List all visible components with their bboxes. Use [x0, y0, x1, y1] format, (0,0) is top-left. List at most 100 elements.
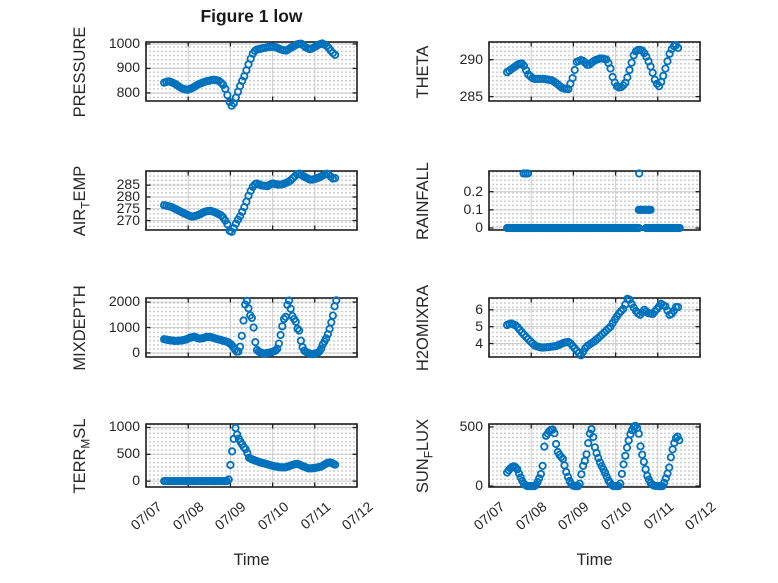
data-point [535, 474, 544, 483]
data-point [233, 430, 242, 439]
y-tick-label: 800 [116, 83, 140, 100]
data-point [331, 174, 340, 183]
plot-area-terr-msl [145, 423, 358, 488]
y-tick-label: 285 [116, 176, 140, 193]
y-tick-label: 0 [132, 343, 140, 360]
plot-area-pressure [145, 39, 358, 110]
data-point [324, 170, 333, 179]
y-tick-label: 0 [475, 477, 483, 494]
scatter-series-theta [502, 41, 683, 94]
data-point [601, 468, 610, 477]
subplot-theta [480, 33, 709, 110]
y-tick-label: 290 [459, 50, 483, 67]
plot-area-mixdepth [145, 296, 358, 359]
data-point [617, 306, 626, 316]
data-point [641, 465, 650, 474]
y-tick-label: 270 [116, 211, 140, 228]
data-point [514, 469, 524, 478]
y-tick-label: 0.1 [463, 200, 483, 217]
data-point [619, 460, 628, 469]
data-point [538, 461, 547, 471]
data-point [332, 296, 341, 305]
data-point [249, 323, 258, 332]
data-point [674, 43, 683, 52]
plot-area-air-temp [145, 169, 358, 236]
y-tick-label: 500 [116, 445, 140, 462]
data-point [636, 442, 645, 451]
data-point [521, 66, 531, 75]
data-point [582, 450, 591, 459]
data-point [274, 339, 283, 348]
data-point [328, 311, 337, 320]
data-point [659, 71, 668, 81]
data-point [236, 211, 245, 221]
plot-area-rainfall [488, 169, 701, 233]
y-tick-label: 1000 [108, 318, 140, 335]
data-point [223, 220, 232, 229]
data-point [239, 443, 249, 452]
data-point [228, 447, 237, 456]
data-point [661, 474, 670, 483]
data-point [643, 471, 652, 480]
data-point [638, 450, 647, 459]
data-point [661, 302, 670, 311]
subplot-h2omixra [480, 289, 709, 366]
subplot-mixdepth [137, 289, 366, 366]
scatter-series-rainfall [502, 169, 684, 233]
data-point [627, 58, 636, 67]
y-tick-label: 0 [475, 219, 483, 235]
data-point [523, 169, 532, 178]
subplot-air-temp [137, 162, 366, 239]
data-point [243, 448, 252, 458]
y-axis-label-terr-msl: TERRMSL [71, 418, 93, 494]
data-point [634, 429, 643, 438]
y-tick-label: 0.2 [463, 182, 483, 199]
data-point [278, 322, 287, 331]
data-point [550, 429, 559, 438]
data-point [251, 337, 260, 347]
data-point [621, 451, 630, 460]
data-point [584, 438, 593, 448]
data-point [247, 313, 257, 323]
data-point [293, 324, 302, 333]
y-tick-label: 275 [116, 199, 140, 216]
data-point [648, 68, 657, 77]
data-point [666, 453, 675, 462]
data-point [241, 444, 250, 454]
data-point [291, 317, 300, 326]
data-point [271, 346, 280, 355]
scatter-series-terr-msl [159, 423, 340, 486]
data-point [519, 61, 529, 71]
data-point [536, 469, 546, 479]
data-point [244, 304, 253, 313]
data-point [285, 296, 294, 305]
data-point [574, 349, 584, 358]
data-point [577, 470, 586, 479]
data-point [552, 439, 561, 449]
y-tick-label: 6 [475, 300, 483, 317]
y-tick-label: 1000 [108, 418, 140, 435]
data-point [617, 469, 626, 479]
x-axis-label-left: Time [233, 551, 270, 569]
data-point [331, 50, 340, 59]
data-point [231, 219, 241, 228]
data-point [540, 442, 549, 451]
data-point [295, 326, 304, 335]
data-point [322, 334, 331, 343]
data-point [562, 467, 571, 477]
y-tick-label: 5 [475, 317, 483, 334]
data-point [616, 479, 625, 488]
scatter-series-air-temp [159, 169, 340, 236]
data-point [239, 316, 248, 325]
plot-area-sun-flux [488, 421, 701, 491]
y-tick-label: 500 [459, 417, 483, 434]
data-point [560, 461, 569, 470]
data-point [622, 443, 632, 452]
y-tick-label: 2000 [108, 293, 140, 310]
minor-grid-dots [489, 171, 700, 230]
data-point [606, 64, 615, 73]
data-point [626, 430, 635, 439]
data-point [594, 453, 603, 463]
scatter-series-sun-flux [502, 421, 684, 491]
